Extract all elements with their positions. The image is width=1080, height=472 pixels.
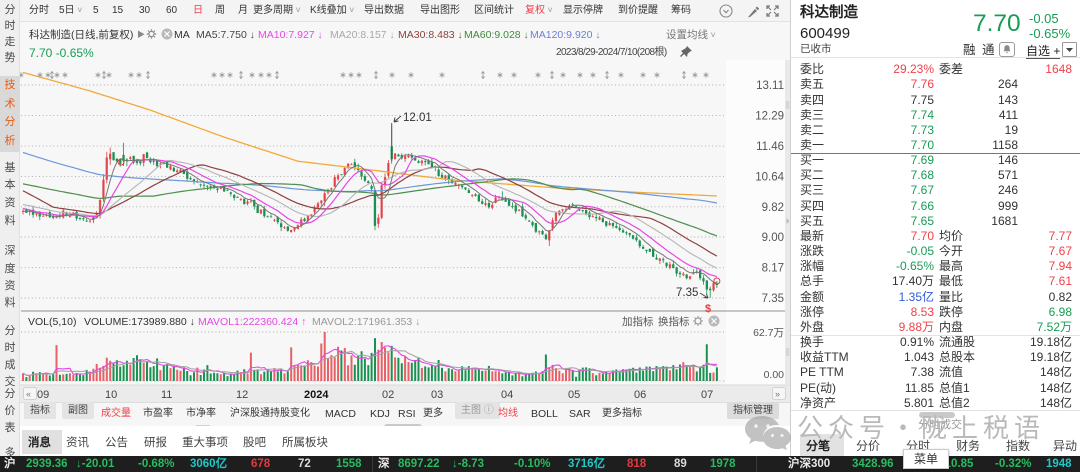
svg-text:7.35: 7.35 <box>762 293 784 305</box>
svg-text:09: 09 <box>37 389 49 401</box>
svg-text:03: 03 <box>431 389 443 401</box>
svg-text:»: » <box>775 389 780 399</box>
svg-text:62.7万: 62.7万 <box>753 327 784 339</box>
svg-text:06: 06 <box>634 389 646 401</box>
svg-text:10.64: 10.64 <box>755 171 784 183</box>
svg-text:11.46: 11.46 <box>756 141 784 153</box>
svg-text:«: « <box>26 389 31 399</box>
svg-text:13.11: 13.11 <box>756 80 784 92</box>
svg-text:12.01: 12.01 <box>403 112 432 124</box>
svg-text:04: 04 <box>501 389 513 401</box>
svg-text:9.82: 9.82 <box>762 202 784 214</box>
svg-text:07: 07 <box>701 389 713 401</box>
svg-text:05: 05 <box>568 389 580 401</box>
svg-text:$: $ <box>705 303 711 315</box>
svg-text:10: 10 <box>105 389 117 401</box>
svg-text:02: 02 <box>382 389 394 401</box>
svg-text:9.00: 9.00 <box>762 232 784 244</box>
svg-text:11: 11 <box>161 389 172 401</box>
svg-text:2024: 2024 <box>304 389 329 401</box>
svg-text:12.29: 12.29 <box>755 110 784 122</box>
svg-text:12: 12 <box>236 389 248 401</box>
svg-text:7.35: 7.35 <box>676 287 698 299</box>
svg-text:8.17: 8.17 <box>762 263 784 275</box>
svg-text:0.00: 0.00 <box>764 369 785 381</box>
